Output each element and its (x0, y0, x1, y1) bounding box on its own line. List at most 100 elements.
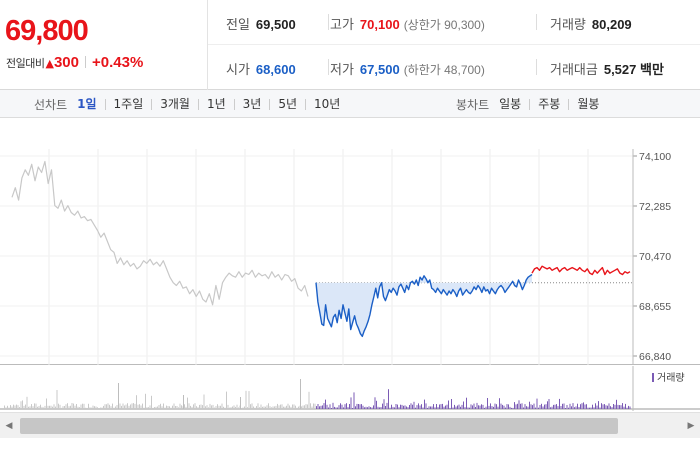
volume-bar (107, 403, 109, 409)
volume-bar (199, 404, 200, 409)
line-chart-periods: 선차트 1일 1주일 3개월 1년 3년 5년 10년 (34, 90, 348, 118)
volume-bar (274, 406, 275, 409)
volume-bar (116, 405, 118, 409)
volume-bar (524, 404, 526, 409)
volume-bar (509, 406, 511, 409)
volume-bar (55, 406, 56, 409)
volume-bar (469, 407, 470, 409)
volume-bar (14, 405, 16, 409)
period-tab-1y[interactable]: 1년 (197, 98, 234, 110)
volume-bar (388, 389, 389, 409)
volume-bar (176, 406, 178, 409)
volume-bar (340, 403, 341, 409)
candle-tab-weekly[interactable]: 주봉 (529, 98, 568, 110)
period-tab-10y[interactable]: 10년 (305, 98, 348, 110)
volume-bar (383, 399, 385, 409)
volume-bar (410, 403, 412, 409)
volume-bar (370, 407, 371, 409)
period-tab-3y[interactable]: 3년 (233, 98, 270, 110)
volume-bar (247, 407, 248, 409)
prev-close-cell: 전일 69,500 (226, 14, 296, 33)
volume-bar (431, 406, 433, 409)
volume-bar (62, 406, 64, 409)
current-price: 69,800 (5, 15, 89, 47)
y-tick-label: 68,655 (639, 301, 671, 313)
volume-bar (482, 404, 484, 409)
volume-bar (103, 405, 104, 409)
volume-bar (332, 402, 334, 409)
volume-bar (310, 403, 311, 409)
volume-bar (65, 404, 67, 409)
volume-bar (466, 397, 467, 409)
volume-bar (134, 403, 136, 409)
series-line-today-above-previous-close (531, 265, 631, 276)
volume-bar (626, 407, 628, 409)
volume-bar (436, 404, 437, 409)
volume-bar (80, 404, 82, 409)
period-tab-1d[interactable]: 1일 (77, 96, 97, 111)
volume-bar (565, 408, 566, 409)
volume-bar (94, 406, 95, 409)
volume-bar (52, 406, 53, 409)
volume-bar (380, 407, 382, 409)
volume-chart[interactable]: 거래량 (0, 366, 700, 411)
volume-bar (268, 403, 269, 409)
volume-bar (236, 404, 238, 409)
volume-bar (485, 406, 487, 409)
volume-bar (395, 404, 397, 409)
volume-bar (569, 403, 571, 409)
volume-bar (415, 407, 416, 409)
volume-bar (253, 406, 254, 409)
volume-bar (179, 403, 181, 409)
volume-bar (443, 406, 445, 409)
scrollbar-thumb[interactable] (20, 418, 618, 434)
volume-bar (424, 399, 425, 409)
volume-bar (86, 407, 88, 409)
volume-bar (292, 404, 293, 409)
volume-bar (452, 407, 454, 409)
volume-bar (434, 407, 436, 409)
volume-bar (281, 404, 283, 409)
scroll-left-arrow-icon[interactable]: ◀ (5, 421, 13, 431)
candle-tab-monthly[interactable]: 월봉 (568, 98, 607, 110)
volume-bar (401, 404, 403, 409)
volume-bar (269, 406, 271, 409)
period-tab-5y[interactable]: 5년 (269, 98, 305, 110)
volume-bar (328, 407, 329, 409)
volume-bar (463, 401, 464, 409)
volume-bar (115, 406, 116, 409)
open-label: 시가 (226, 63, 250, 78)
volume-bar (541, 403, 542, 409)
volume-bar (173, 403, 175, 409)
period-tab-3m[interactable]: 3개월 (151, 98, 198, 110)
volume-bar (503, 405, 505, 409)
volume-bar (133, 403, 134, 409)
volume-bar (164, 407, 166, 409)
volume-bar (508, 404, 509, 409)
volume-bar (302, 405, 304, 409)
volume-bar (365, 406, 367, 409)
volume-bar (619, 405, 620, 409)
candle-tab-daily[interactable]: 일봉 (499, 96, 522, 111)
volume-bar (221, 403, 223, 409)
volume-bar (92, 405, 94, 409)
volume-bar (559, 398, 560, 409)
volume-bar (260, 404, 262, 409)
period-tab-1w[interactable]: 1주일 (104, 98, 152, 110)
volume-bar (300, 379, 301, 409)
volume-bar (535, 407, 536, 409)
volume-bar (121, 405, 122, 409)
series-line-today-below-previous-close (315, 273, 533, 338)
volume-bar (91, 407, 92, 409)
volume-bar (445, 405, 446, 409)
volume-bar (629, 406, 631, 409)
chart-scrollbar[interactable]: ◀ ▶ (0, 412, 700, 438)
volume-bar (349, 404, 350, 409)
volume-bar (68, 406, 70, 409)
volume-bar (197, 407, 199, 409)
scroll-right-arrow-icon[interactable]: ▶ (687, 421, 695, 431)
volume-bar (166, 405, 167, 409)
volume-bar (314, 403, 316, 409)
intraday-price-chart[interactable]: 74,100 72,285 70,470 68,655 66,840 (0, 119, 700, 365)
volume-bar (527, 406, 529, 409)
